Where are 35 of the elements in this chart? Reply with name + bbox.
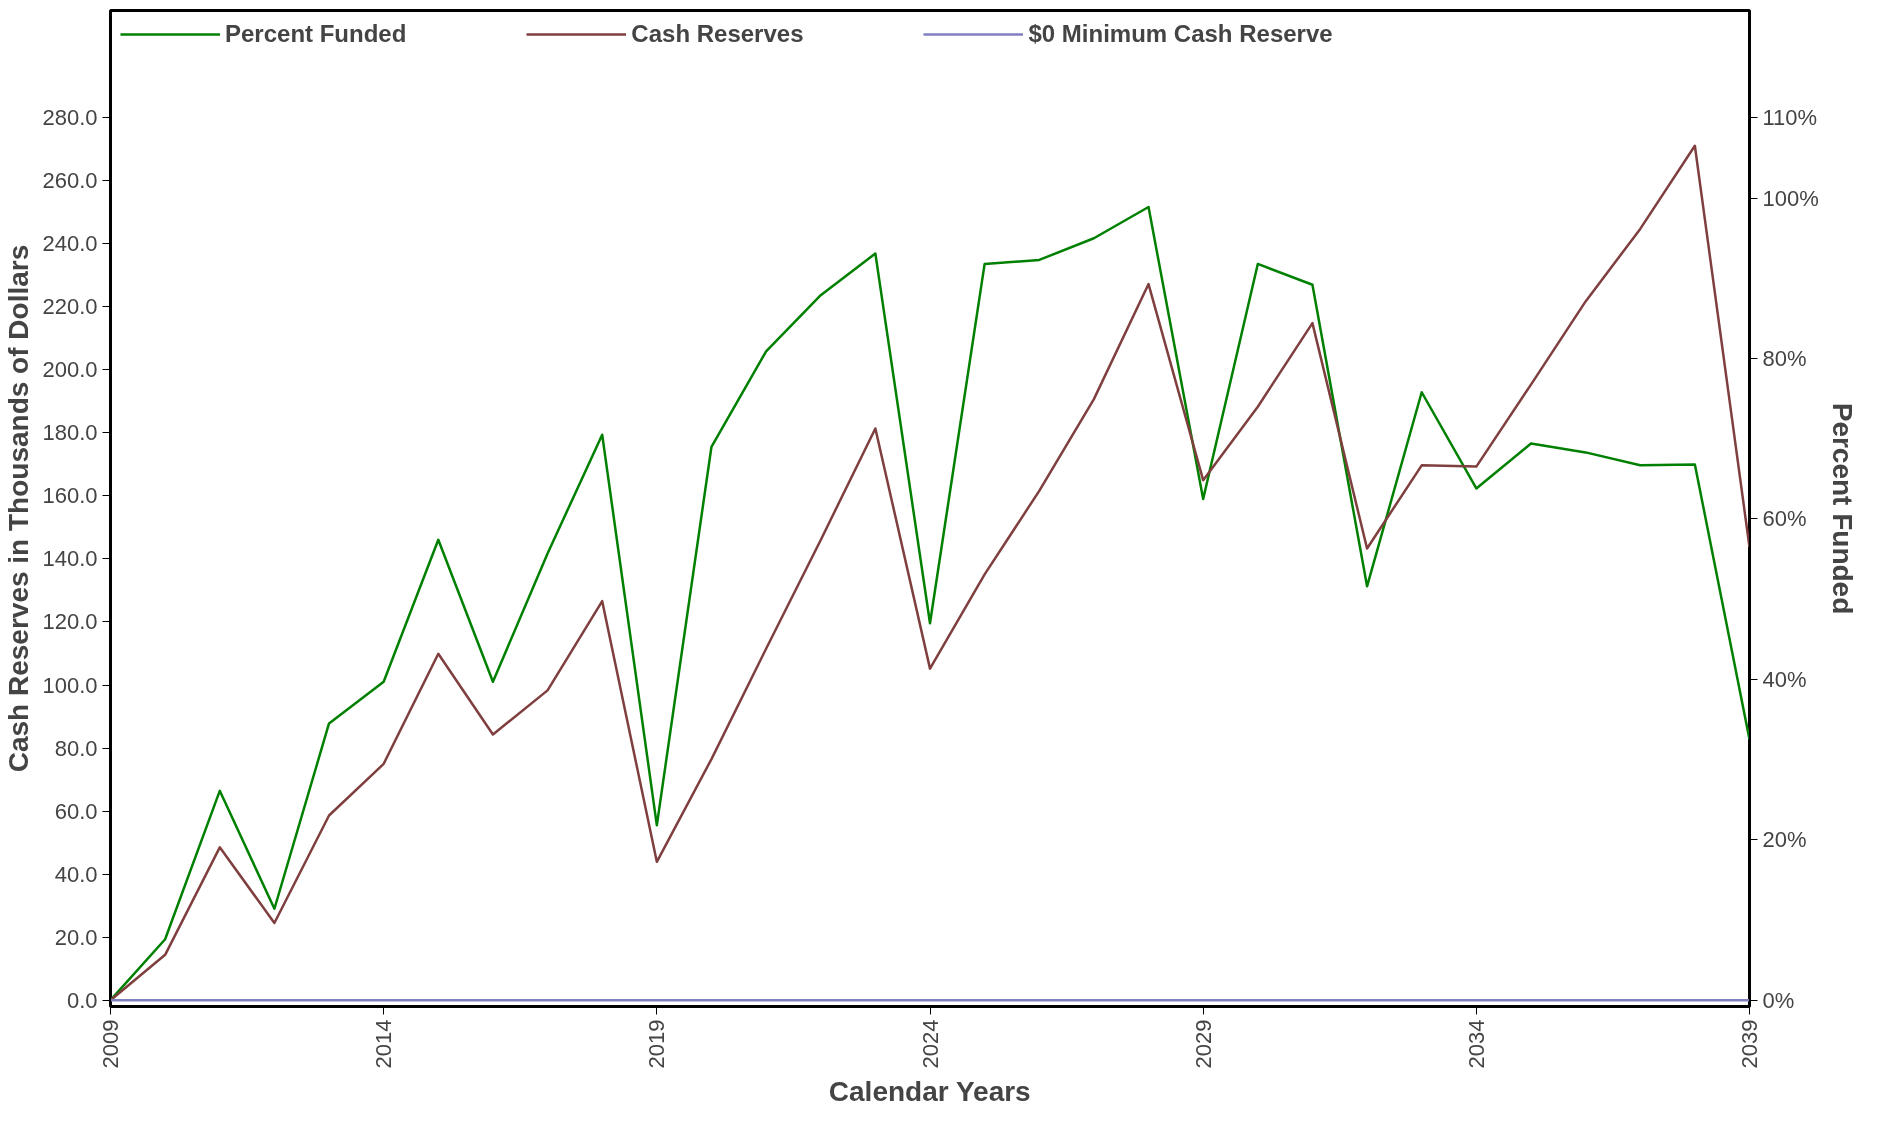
legend-label: Percent Funded — [225, 20, 407, 48]
legend-label: $0 Minimum Cash Reserve — [1028, 20, 1333, 48]
y2-tick-label: 20% — [1762, 827, 1807, 853]
y-tick-label: 40.0 — [54, 861, 98, 887]
y-tick-label: 240.0 — [42, 231, 98, 257]
y-axis-title: Cash Reserves in Thousands of Dollars — [3, 244, 35, 773]
y-tick-label: 260.0 — [42, 168, 98, 194]
y-tick-label: 80.0 — [54, 735, 98, 761]
x-axis-title: Calendar Years — [828, 1076, 1031, 1108]
x-tick-label: 2029 — [1190, 1019, 1216, 1069]
x-tick-label: 2024 — [917, 1019, 943, 1069]
y2-tick-label: 0% — [1762, 987, 1795, 1013]
y-tick-label: 280.0 — [42, 105, 98, 131]
y2-tick-label: 100% — [1762, 185, 1819, 211]
x-tick-label: 2039 — [1737, 1019, 1762, 1069]
y-tick-label: 0.0 — [66, 987, 98, 1013]
y2-tick-label: 110% — [1762, 105, 1818, 131]
y2-axis-title: Percent Funded — [1826, 402, 1858, 615]
x-tick-label: 2009 — [98, 1019, 123, 1069]
x-tick-label: 2014 — [371, 1019, 397, 1069]
x-tick-label: 2034 — [1463, 1019, 1489, 1069]
y-tick-label: 120.0 — [42, 609, 98, 635]
y-tick-label: 160.0 — [42, 483, 98, 509]
y2-tick-label: 40% — [1762, 666, 1807, 692]
y-tick-label: 60.0 — [54, 798, 98, 824]
legend-label: Cash Reserves — [631, 20, 804, 48]
y-tick-label: 220.0 — [42, 294, 98, 320]
y-tick-label: 20.0 — [54, 924, 98, 950]
y2-tick-label: 80% — [1762, 346, 1807, 372]
y2-tick-label: 60% — [1762, 506, 1807, 532]
y-tick-label: 140.0 — [42, 546, 98, 572]
y-tick-label: 200.0 — [42, 357, 98, 383]
y-tick-label: 100.0 — [42, 672, 98, 698]
y-tick-label: 180.0 — [42, 420, 98, 446]
x-tick-label: 2019 — [644, 1019, 670, 1069]
